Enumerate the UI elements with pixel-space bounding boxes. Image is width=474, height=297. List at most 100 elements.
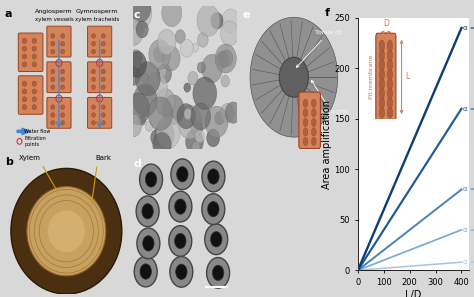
- Circle shape: [303, 109, 308, 117]
- Circle shape: [175, 264, 187, 279]
- Text: α = 10%: α = 10%: [463, 187, 474, 192]
- Circle shape: [136, 62, 160, 96]
- Text: α = 20%: α = 20%: [463, 106, 474, 112]
- Circle shape: [197, 62, 205, 73]
- Circle shape: [22, 46, 27, 51]
- Circle shape: [379, 50, 384, 61]
- Circle shape: [387, 59, 392, 71]
- Circle shape: [51, 69, 55, 74]
- Circle shape: [180, 39, 193, 57]
- Circle shape: [387, 97, 392, 109]
- Circle shape: [22, 89, 27, 94]
- Circle shape: [169, 191, 192, 222]
- Circle shape: [61, 77, 64, 82]
- Circle shape: [202, 54, 222, 83]
- Circle shape: [303, 128, 308, 136]
- Circle shape: [130, 0, 151, 22]
- Text: α = 30%: α = 30%: [463, 25, 474, 31]
- Circle shape: [143, 236, 154, 251]
- Circle shape: [48, 210, 85, 252]
- Circle shape: [51, 34, 55, 38]
- Circle shape: [101, 49, 105, 54]
- Circle shape: [101, 77, 105, 82]
- FancyBboxPatch shape: [88, 62, 112, 93]
- Circle shape: [157, 29, 176, 55]
- FancyBboxPatch shape: [47, 97, 71, 128]
- Circle shape: [149, 40, 171, 69]
- Text: Pit membrane: Pit membrane: [369, 55, 374, 99]
- Circle shape: [208, 169, 219, 184]
- Circle shape: [379, 107, 384, 119]
- Circle shape: [197, 5, 220, 36]
- Text: Tonus (t): Tonus (t): [296, 31, 342, 67]
- Circle shape: [22, 97, 27, 102]
- Circle shape: [146, 121, 153, 131]
- Circle shape: [202, 194, 225, 225]
- Circle shape: [171, 159, 194, 189]
- Circle shape: [379, 59, 384, 71]
- Circle shape: [311, 99, 316, 108]
- Circle shape: [188, 72, 198, 85]
- Circle shape: [193, 77, 217, 110]
- Circle shape: [155, 121, 174, 148]
- Text: c: c: [134, 10, 140, 20]
- Text: e: e: [243, 10, 250, 20]
- Circle shape: [32, 89, 36, 94]
- Circle shape: [101, 113, 105, 117]
- Y-axis label: Area amplification: Area amplification: [322, 99, 332, 189]
- Text: d: d: [134, 159, 142, 169]
- Circle shape: [210, 232, 222, 247]
- Circle shape: [154, 131, 171, 155]
- Circle shape: [153, 132, 171, 158]
- Circle shape: [217, 51, 229, 68]
- Text: f: f: [324, 8, 329, 18]
- Circle shape: [303, 99, 308, 108]
- Text: L: L: [405, 72, 409, 81]
- X-axis label: L/D: L/D: [405, 290, 422, 297]
- Circle shape: [387, 69, 392, 80]
- Text: Filtration
points: Filtration points: [25, 136, 46, 147]
- Circle shape: [91, 42, 95, 46]
- Circle shape: [138, 116, 146, 125]
- Circle shape: [186, 130, 203, 154]
- Text: Water flow: Water flow: [25, 129, 51, 134]
- Circle shape: [177, 104, 195, 129]
- Circle shape: [91, 49, 95, 54]
- Circle shape: [22, 81, 27, 86]
- Circle shape: [303, 137, 308, 146]
- Circle shape: [22, 38, 27, 43]
- Circle shape: [128, 0, 152, 30]
- Circle shape: [61, 113, 64, 117]
- Circle shape: [91, 69, 95, 74]
- Text: a: a: [5, 9, 12, 19]
- Circle shape: [220, 103, 234, 122]
- Circle shape: [198, 33, 208, 47]
- Circle shape: [225, 102, 241, 123]
- Circle shape: [140, 264, 152, 279]
- Circle shape: [61, 85, 64, 89]
- Circle shape: [387, 50, 392, 61]
- Circle shape: [101, 105, 105, 109]
- Circle shape: [91, 121, 95, 125]
- Circle shape: [151, 129, 163, 146]
- Circle shape: [157, 64, 172, 83]
- Circle shape: [11, 168, 122, 294]
- Circle shape: [207, 129, 219, 147]
- Circle shape: [155, 89, 175, 116]
- Circle shape: [157, 65, 166, 77]
- FancyArrow shape: [17, 128, 30, 135]
- Circle shape: [215, 44, 237, 73]
- Text: D: D: [383, 19, 389, 28]
- Circle shape: [61, 42, 64, 46]
- Circle shape: [154, 46, 166, 62]
- Circle shape: [22, 105, 27, 110]
- Circle shape: [136, 196, 159, 227]
- Circle shape: [125, 114, 142, 137]
- Circle shape: [215, 112, 224, 125]
- Text: Xylem: Xylem: [18, 155, 40, 162]
- Circle shape: [91, 113, 95, 117]
- Circle shape: [169, 226, 192, 256]
- Circle shape: [32, 54, 36, 59]
- Circle shape: [387, 40, 392, 52]
- Circle shape: [32, 62, 36, 67]
